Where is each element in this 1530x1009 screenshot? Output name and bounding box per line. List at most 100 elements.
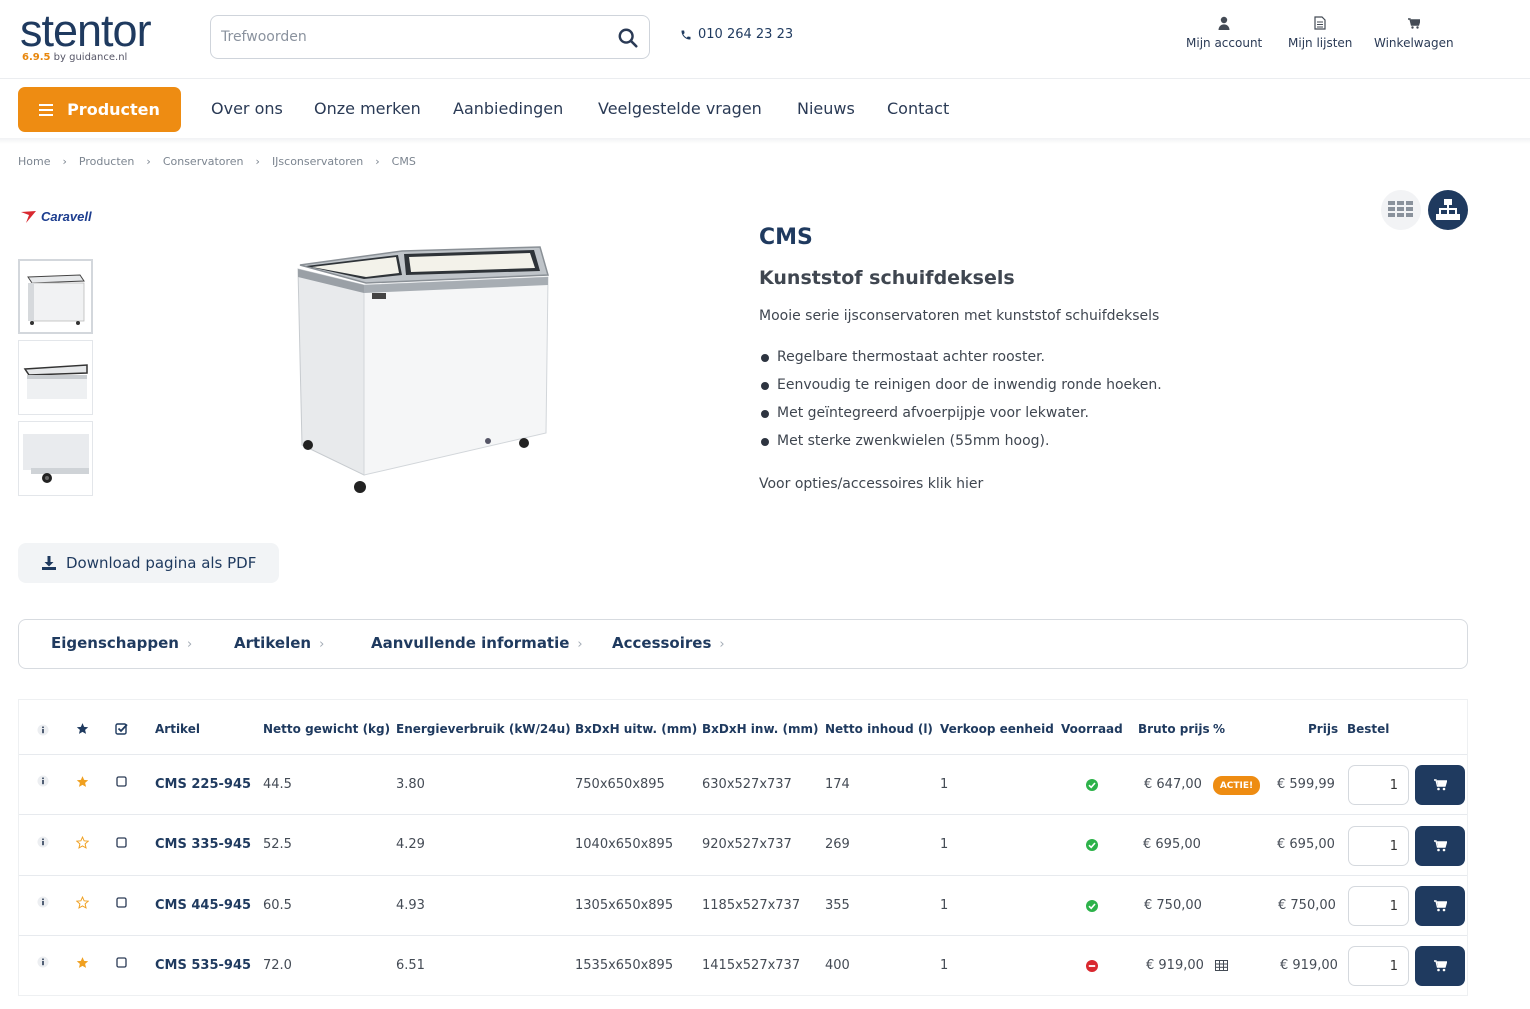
cell-artikel[interactable]: CMS 535-945	[155, 958, 252, 973]
col-eenheid[interactable]: Verkoop eenheid	[940, 722, 1054, 736]
cell-artikel[interactable]: CMS 335-945	[155, 837, 252, 852]
breadcrumb-home[interactable]: Home	[18, 155, 51, 168]
product-main-image[interactable]	[290, 235, 560, 495]
nav-item-nieuws[interactable]: Nieuws	[797, 99, 855, 118]
breadcrumb-chevron-icon: ›	[146, 155, 151, 168]
products-menu-button[interactable]: Producten	[18, 87, 181, 132]
cell-eenheid: 1	[940, 777, 949, 792]
tab-aanvullende-informatie[interactable]: Aanvullende informatie ›	[371, 634, 583, 652]
phone-icon	[681, 30, 691, 39]
product-thumbnail-image	[23, 364, 88, 399]
cell-prijs: € 599,99	[1277, 777, 1335, 792]
col-energie[interactable]: Energieverbruik (kW/24u)	[396, 722, 571, 736]
phone-link[interactable]: 010 264 23 23	[680, 27, 793, 42]
thumbnail-3[interactable]	[18, 421, 93, 496]
cell-uitw: 1535x650x895	[575, 958, 674, 973]
tree-view-button[interactable]	[1428, 190, 1468, 230]
checkbox-icon[interactable]	[116, 897, 127, 908]
search-icon[interactable]	[617, 27, 639, 49]
lists-link[interactable]: Mijn lijsten	[1288, 16, 1352, 50]
col-uitw[interactable]: BxDxH uitw. (mm)	[575, 722, 698, 736]
quantity-input[interactable]	[1348, 886, 1409, 926]
nav-item-over-ons[interactable]: Over ons	[211, 99, 283, 118]
thumbnail-2[interactable]	[18, 340, 93, 415]
breadcrumb-conservatoren[interactable]: Conservatoren	[162, 155, 244, 168]
cell-inhoud: 174	[825, 777, 850, 792]
product-thumbnail-image	[27, 274, 85, 325]
nav-item-aanbiedingen[interactable]: Aanbiedingen	[453, 99, 564, 118]
star-outline-icon[interactable]	[76, 896, 89, 909]
nav-item-veelgestelde-vragen[interactable]: Veelgestelde vragen	[598, 99, 762, 118]
cell-gewicht: 52.5	[263, 837, 292, 852]
quantity-input[interactable]	[1348, 765, 1409, 805]
col-bruto[interactable]: Bruto prijs	[1138, 722, 1210, 736]
col-inw[interactable]: BxDxH inw. (mm)	[702, 722, 819, 736]
add-to-cart-button[interactable]	[1415, 826, 1465, 866]
add-to-cart-button[interactable]	[1415, 886, 1465, 926]
cell-energie: 4.93	[396, 898, 425, 913]
quantity-input[interactable]	[1348, 946, 1409, 986]
info-icon[interactable]	[37, 956, 49, 968]
product-tabs: Eigenschappen › Artikelen › Aanvullende in…	[18, 619, 1468, 669]
cell-artikel[interactable]: CMS 225-945	[155, 777, 252, 792]
checkbox-icon[interactable]	[116, 776, 127, 787]
col-prijs[interactable]: Prijs	[1308, 722, 1339, 736]
col-voorraad[interactable]: Voorraad	[1061, 722, 1123, 736]
account-link[interactable]: Mijn account	[1186, 16, 1262, 50]
search-input[interactable]	[221, 26, 611, 48]
tab-eigenschappen[interactable]: Eigenschappen ›	[51, 634, 192, 652]
col-inhoud[interactable]: Netto inhoud (l)	[825, 722, 933, 736]
articles-table: Artikel Netto gewicht (kg) Energieverbru…	[18, 699, 1468, 996]
tree-view-icon	[1436, 199, 1460, 220]
col-korting[interactable]: %	[1213, 722, 1226, 736]
quantity-input[interactable]	[1348, 826, 1409, 866]
checkbox-icon[interactable]	[116, 957, 127, 968]
cart-link[interactable]: Winkelwagen	[1374, 16, 1454, 50]
cart-icon	[1433, 900, 1447, 912]
check-circle-icon	[1086, 839, 1098, 851]
bullet-icon	[761, 354, 769, 362]
checkbox-checked-icon[interactable]	[115, 722, 128, 735]
nav-item-contact[interactable]: Contact	[887, 99, 950, 118]
star-filled-icon[interactable]	[76, 775, 89, 788]
site-logo[interactable]: stentor 6.9.5 by guidance.nl	[20, 6, 190, 66]
cart-label: Winkelwagen	[1374, 36, 1454, 50]
download-pdf-button[interactable]: Download pagina als PDF	[18, 543, 279, 583]
feature-item: Met geïntegreerd afvoerpijpje voor lekwa…	[761, 405, 1162, 433]
star-outline-icon[interactable]	[76, 836, 89, 849]
star-filled-icon[interactable]	[76, 956, 89, 969]
col-gewicht[interactable]: Netto gewicht (kg)	[263, 722, 391, 736]
star-icon	[76, 723, 89, 734]
breadcrumb-ijsconservatoren[interactable]: IJsconservatoren	[271, 155, 364, 168]
info-icon[interactable]	[37, 896, 49, 908]
breadcrumb-chevron-icon: ›	[375, 155, 380, 168]
nav-item-onze-merken[interactable]: Onze merken	[314, 99, 421, 118]
col-artikel[interactable]: Artikel	[155, 722, 200, 736]
cell-eenheid: 1	[940, 837, 949, 852]
breadcrumb-producten[interactable]: Producten	[78, 155, 135, 168]
tab-label: Aanvullende informatie	[371, 634, 570, 652]
cell-inw: 1185x527x737	[702, 898, 801, 913]
breadcrumb-chevron-icon: ›	[255, 155, 260, 168]
tab-label: Accessoires	[612, 634, 712, 652]
info-icon	[37, 724, 49, 736]
add-to-cart-button[interactable]	[1415, 765, 1465, 805]
bullet-icon	[761, 410, 769, 418]
cell-artikel[interactable]: CMS 445-945	[155, 898, 252, 913]
options-accessories-link[interactable]: Voor opties/accessoires klik hier	[759, 476, 984, 492]
info-icon[interactable]	[37, 836, 49, 848]
tab-artikelen[interactable]: Artikelen ›	[234, 634, 324, 652]
tiered-price-icon[interactable]	[1215, 960, 1228, 971]
cell-energie: 4.29	[396, 837, 425, 852]
info-icon[interactable]	[37, 775, 49, 787]
tab-accessoires[interactable]: Accessoires ›	[612, 634, 725, 652]
thumbnail-1[interactable]	[18, 259, 93, 334]
cart-icon	[1433, 840, 1447, 852]
cell-inw: 920x527x737	[702, 837, 792, 852]
manufacturer-logo[interactable]: Caravell	[20, 209, 92, 224]
add-to-cart-button[interactable]	[1415, 946, 1465, 986]
cell-eenheid: 1	[940, 958, 949, 973]
checkbox-icon[interactable]	[116, 837, 127, 848]
check-circle-icon	[1086, 779, 1098, 791]
grid-view-button[interactable]	[1381, 190, 1421, 230]
